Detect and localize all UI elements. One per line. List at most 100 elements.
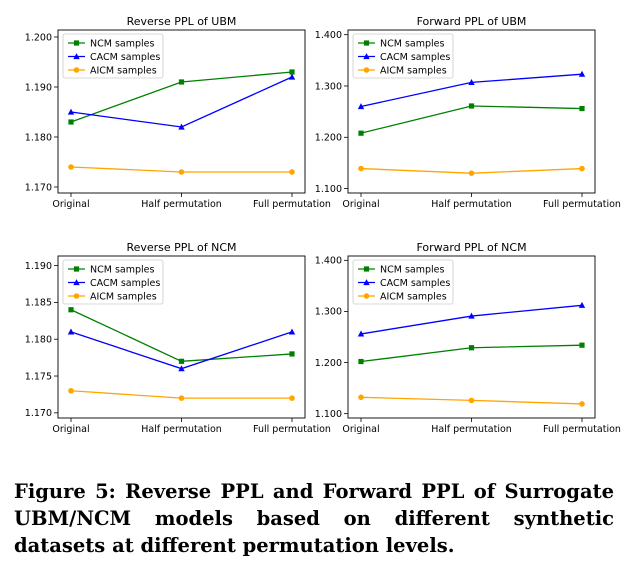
- x-tick-label: Original: [52, 199, 89, 210]
- data-point: [468, 78, 475, 85]
- legend-label: NCM samples: [90, 264, 154, 275]
- y-tick-label: 1.170: [25, 408, 52, 419]
- series-line-square: [360, 105, 583, 134]
- data-point: [178, 395, 185, 401]
- data-point: [579, 342, 585, 348]
- y-tick-label: 1.400: [315, 256, 342, 267]
- chart-panel-3: Reverse PPL of NCM 1.170 1.175 1.180 1.185 1.…: [25, 241, 331, 435]
- y-tick-label: 1.100: [315, 409, 342, 420]
- data-point: [67, 328, 75, 335]
- data-point: [178, 358, 185, 364]
- y-tick-label: 1.190: [25, 261, 52, 272]
- data-point: [358, 358, 364, 365]
- chart-title: Forward PPL of UBM: [417, 15, 527, 28]
- x-tick-label: Full permutation: [253, 199, 331, 210]
- x-tick-label: Full permutation: [253, 424, 331, 435]
- y-tick-label: 1.200: [315, 358, 342, 369]
- legend-box: [62, 259, 164, 305]
- y-tick-label: 1.175: [25, 371, 52, 382]
- legend-label: AICM samples: [380, 65, 447, 76]
- legend-marker: [363, 279, 370, 286]
- x-tick-label: Original: [52, 424, 89, 435]
- data-point: [468, 345, 475, 351]
- x-tick-label: Half permutation: [141, 424, 222, 435]
- data-point: [468, 312, 475, 319]
- series-line-square: [70, 309, 293, 362]
- chart-panel-1: Reverse PPL of UBM 1.170 1.180 1.190 1.200 Or…: [25, 15, 331, 210]
- legend-label: CACM samples: [380, 278, 450, 289]
- y-tick-label: 1.100: [315, 184, 342, 195]
- legend-label: AICM samples: [90, 291, 157, 302]
- legend-label: NCM samples: [90, 38, 154, 49]
- chart-title: Reverse PPL of NCM: [126, 241, 236, 254]
- data-point: [358, 165, 364, 172]
- x-tick-label: Original: [342, 424, 379, 435]
- chart-panel-2: Forward PPL of UBM 1.100 1.200 1.300 1.400 Or…: [315, 15, 621, 210]
- data-point: [578, 301, 586, 308]
- legend-marker: [363, 40, 370, 46]
- y-tick-label: 1.180: [25, 335, 52, 346]
- data-point: [289, 351, 295, 357]
- data-point: [358, 394, 364, 401]
- chart-title: Reverse PPL of UBM: [127, 15, 237, 28]
- legend-label: CACM samples: [90, 278, 160, 289]
- series-line-triangle: [360, 304, 583, 335]
- data-point: [178, 79, 185, 85]
- data-point: [357, 103, 365, 110]
- x-tick-label: Full permutation: [543, 424, 621, 435]
- x-tick-label: Original: [342, 199, 379, 210]
- y-tick-label: 1.300: [315, 81, 342, 92]
- x-tick-label: Full permutation: [543, 199, 621, 210]
- data-point: [67, 108, 75, 115]
- legend-marker: [73, 266, 80, 272]
- data-point: [178, 365, 185, 372]
- y-tick-label: 1.170: [25, 182, 52, 193]
- data-point: [68, 307, 74, 313]
- chart-title: Forward PPL of NCM: [416, 241, 526, 254]
- data-point: [468, 170, 475, 176]
- legend-marker: [363, 53, 370, 60]
- x-tick-label: Half permutation: [141, 199, 222, 210]
- chart-panel-4: Forward PPL of NCM 1.100 1.200 1.300 1.400 Or…: [315, 241, 621, 435]
- y-tick-label: 1.400: [315, 30, 342, 41]
- y-tick-label: 1.200: [315, 133, 342, 144]
- data-point: [68, 164, 74, 170]
- data-point: [68, 387, 74, 394]
- legend-marker: [73, 40, 80, 46]
- legend-marker: [363, 67, 370, 73]
- y-tick-label: 1.190: [25, 82, 52, 93]
- data-point: [289, 395, 295, 401]
- data-point: [178, 169, 185, 175]
- figure-caption: Figure 5: Reverse PPL and Forward PPL of…: [14, 480, 614, 557]
- y-tick-label: 1.300: [315, 307, 342, 318]
- data-point: [579, 401, 585, 407]
- x-tick-label: Half permutation: [431, 199, 512, 210]
- legend-marker: [73, 279, 80, 286]
- y-tick-label: 1.180: [25, 132, 52, 143]
- legend-marker: [73, 293, 80, 299]
- data-point: [288, 328, 296, 335]
- figure-4-panel-chart: Reverse PPL of UBM 1.170 1.180 1.190 1.200 Or…: [25, 15, 621, 435]
- data-point: [358, 130, 364, 136]
- legend-marker: [363, 266, 370, 272]
- x-tick-label: Half permutation: [431, 424, 512, 435]
- y-tick-label: 1.185: [25, 298, 52, 309]
- legend-label: NCM samples: [380, 264, 444, 275]
- y-tick-label: 1.200: [25, 32, 52, 43]
- legend-box: [62, 33, 164, 79]
- data-point: [68, 119, 74, 125]
- data-point: [579, 165, 585, 172]
- data-point: [357, 330, 365, 337]
- legend-marker: [73, 53, 80, 60]
- legend-label: NCM samples: [380, 38, 444, 49]
- data-point: [468, 397, 475, 404]
- data-point: [289, 69, 295, 75]
- legend-label: AICM samples: [380, 291, 447, 302]
- data-point: [288, 73, 296, 80]
- legend-label: CACM samples: [380, 52, 450, 63]
- data-point: [468, 103, 475, 109]
- legend-box: [352, 33, 454, 79]
- data-point: [579, 105, 585, 112]
- data-point: [578, 70, 586, 77]
- legend-label: CACM samples: [90, 52, 160, 63]
